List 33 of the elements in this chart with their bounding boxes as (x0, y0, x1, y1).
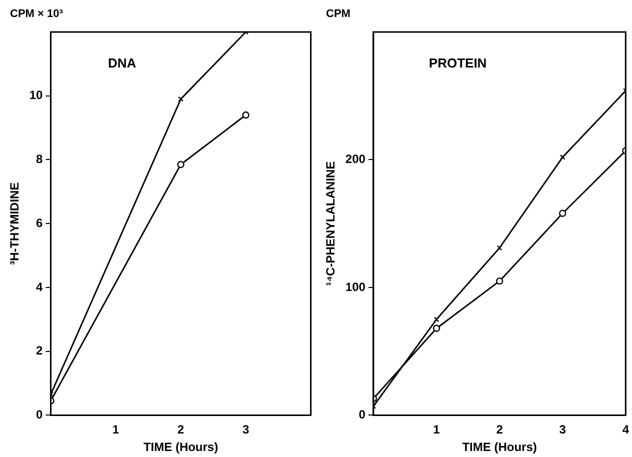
y-axis-title: ¹⁴C-PHENYLALANINE (324, 161, 338, 286)
text: DNA (108, 56, 137, 71)
point (560, 154, 566, 160)
x-tick-label: 3 (559, 422, 566, 437)
x-tick-label: 4 (622, 422, 630, 437)
x-tick-label: 2 (177, 422, 184, 437)
y-tick-label: 4 (36, 280, 44, 294)
point (178, 96, 184, 102)
y-tick-label: 8 (36, 152, 44, 166)
y-axis-title: ³H-THYMIDINE (8, 182, 22, 265)
x-tick-label: 3 (242, 422, 250, 437)
y-tick-label: 200 (345, 152, 366, 166)
x-axis-title: TIME (Hours) (143, 440, 218, 454)
text: PROTEIN (428, 56, 487, 71)
point (496, 245, 502, 251)
point (242, 111, 250, 119)
x-tick-label: 1 (112, 422, 120, 437)
x-tick-label: 1 (433, 422, 440, 437)
y-tick-label: 0 (358, 408, 366, 422)
point (559, 210, 566, 217)
point (496, 277, 504, 285)
text: CPM × 10³ (10, 8, 64, 20)
point (434, 316, 440, 322)
point (432, 324, 440, 332)
x-tick-label: 2 (496, 422, 504, 437)
y-tick-label: 100 (345, 280, 366, 294)
y-tick-label: 10 (29, 88, 44, 102)
text: CPM (326, 8, 350, 20)
y-tick-label: 2 (36, 344, 44, 358)
y-tick-label: 0 (36, 408, 44, 422)
point (177, 160, 184, 168)
x-axis-title: TIME (Hours) (462, 440, 537, 454)
y-tick-label: 6 (36, 216, 44, 230)
